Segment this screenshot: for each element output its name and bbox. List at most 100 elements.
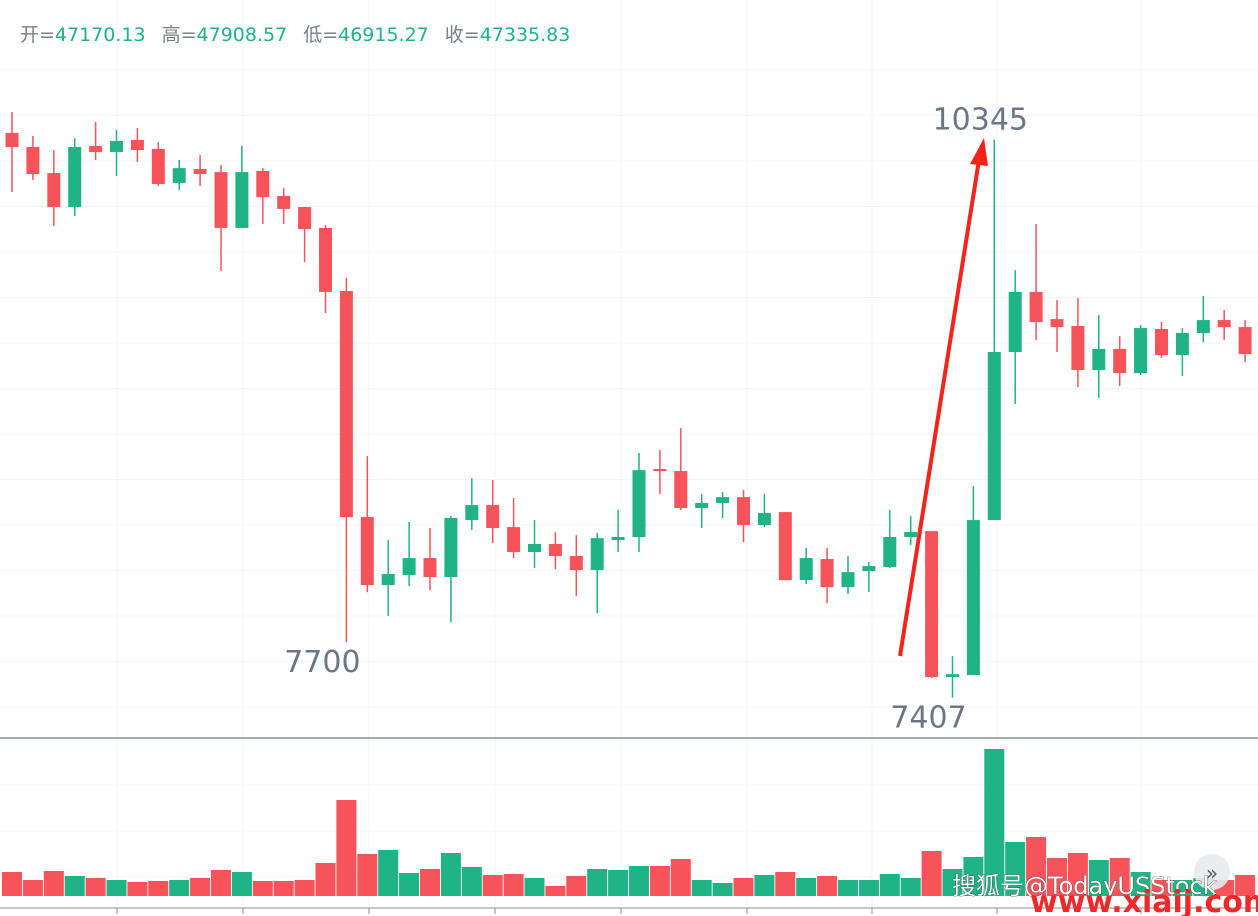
volume-bar	[169, 880, 190, 896]
volume-bar	[1047, 858, 1067, 896]
candle-body	[339, 291, 353, 518]
volume-bar	[106, 880, 127, 896]
candle-body	[925, 531, 939, 677]
volume-bar	[294, 880, 315, 896]
volume-bar	[211, 870, 231, 896]
candle-body	[381, 574, 395, 586]
candle-body	[465, 505, 479, 521]
candle-body	[778, 512, 792, 581]
volume-bar	[148, 881, 169, 896]
volume-bar	[1026, 837, 1047, 896]
candle-body	[799, 558, 813, 581]
volume-bar	[315, 863, 336, 896]
candle-body	[507, 527, 521, 552]
volume-bar	[733, 878, 754, 896]
candle-body	[172, 168, 186, 183]
volume-bar	[608, 870, 629, 896]
volume-bar	[127, 882, 148, 896]
watermark-icon-glyph: »	[1206, 861, 1218, 885]
candle-body	[360, 517, 374, 586]
ohlc-value: 47170.13	[54, 24, 146, 46]
candle-body	[590, 538, 604, 571]
volume-bar	[1130, 872, 1151, 896]
watermark: www.xiaij.com	[1030, 885, 1258, 916]
candle-body	[966, 520, 980, 676]
volume-bar	[921, 851, 942, 896]
volume-bar	[963, 857, 984, 896]
candle-body	[611, 536, 625, 541]
volume-bar	[1088, 860, 1109, 896]
candle-body	[632, 470, 646, 537]
volume-bar	[1067, 853, 1088, 896]
candle-body	[1008, 291, 1022, 352]
watermark-icon	[1194, 854, 1230, 890]
candle-body	[89, 146, 103, 152]
arrow-head	[970, 138, 988, 166]
volume-bar	[858, 880, 879, 896]
volume-bar	[587, 869, 608, 896]
candle-body	[1092, 348, 1106, 371]
candle-body	[423, 558, 437, 578]
candle-body	[862, 566, 876, 571]
volume-bar	[420, 869, 440, 896]
volume-bar	[1109, 858, 1130, 896]
watermark: 搜狐号@TodayUSStock	[952, 872, 1217, 900]
volume-bar	[336, 800, 357, 896]
candle-body	[1134, 328, 1148, 374]
candle-body	[695, 502, 709, 509]
candle-body	[1050, 319, 1064, 328]
candle-body	[110, 140, 123, 152]
volume-bar	[545, 886, 566, 896]
candle-body	[151, 148, 165, 185]
candle-body	[653, 468, 667, 472]
candle-body	[444, 517, 458, 578]
volume-bar	[1235, 875, 1256, 896]
volume-bar	[378, 850, 399, 896]
volume-bar	[2, 872, 22, 896]
candle-body	[319, 227, 332, 292]
volume-bar	[190, 878, 211, 896]
annotation: 7700	[284, 645, 360, 680]
volume-bar	[566, 876, 587, 896]
volume-bar	[231, 872, 252, 896]
candle-body	[256, 170, 270, 197]
volume-bar	[85, 878, 106, 896]
volume-bar	[461, 867, 482, 896]
candle-body	[1113, 348, 1127, 374]
volume-bar	[22, 880, 43, 896]
annotation: 10345	[933, 103, 1028, 138]
candle-body	[486, 505, 500, 529]
candle-body	[528, 544, 541, 552]
candle-body	[757, 513, 771, 526]
volume-bar	[357, 854, 378, 896]
candle-body	[47, 173, 61, 208]
volume-bar	[900, 878, 921, 896]
candle-body	[904, 532, 918, 537]
candle-body	[26, 147, 40, 174]
candle-body	[1155, 328, 1168, 356]
ohlc-label: 开=	[20, 24, 55, 46]
volume-bar	[629, 866, 649, 896]
volume-bar	[252, 881, 273, 896]
volume-bar	[712, 883, 733, 896]
candle-body	[130, 139, 144, 151]
candle-body	[987, 351, 1001, 521]
ohlc-value: 47908.57	[196, 24, 288, 46]
volume-bar	[984, 749, 1005, 896]
volume-bar	[649, 866, 670, 896]
candle-body	[298, 207, 312, 230]
volume-bar	[754, 875, 775, 896]
volume-bar	[796, 878, 817, 896]
volume-bar	[1151, 880, 1172, 896]
ohlc-label: 高=	[161, 24, 197, 46]
ohlc-value: 47335.83	[479, 24, 571, 46]
ohlc-value: 46915.27	[338, 24, 429, 46]
volume-bar	[1172, 880, 1193, 896]
candle-body	[841, 572, 855, 588]
candle-body	[235, 172, 249, 228]
candle-body	[569, 555, 583, 571]
candle-body	[548, 544, 562, 556]
volume-bar	[524, 878, 545, 896]
volume-bar	[775, 872, 796, 896]
